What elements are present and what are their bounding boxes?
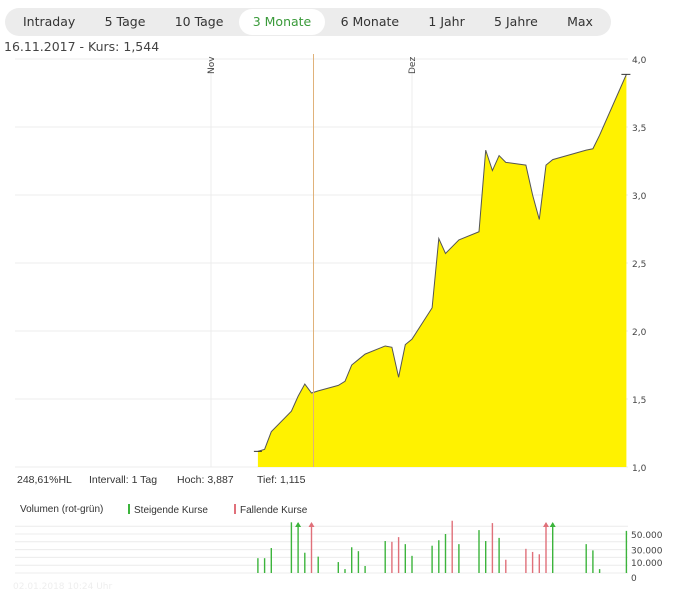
tab-10-tage[interactable]: 10 Tage <box>174 14 224 29</box>
high-value: Hoch: 3,887 <box>177 474 234 486</box>
volume-tick-label: 30.000 <box>631 547 663 557</box>
change-percent: 248,61%HL <box>17 474 72 486</box>
volume-tick-label: 50.000 <box>631 531 663 541</box>
legend-rising-label: Steigende Kurse <box>134 505 208 516</box>
tab-6-monate[interactable]: 6 Monate <box>340 14 400 29</box>
rising-marker-icon <box>128 504 130 514</box>
y-tick-label: 3,0 <box>632 192 647 202</box>
y-tick-label: 1,0 <box>632 464 647 474</box>
low-value: Tief: 1,115 <box>257 474 306 486</box>
y-tick-label: 2,5 <box>632 260 646 270</box>
overflow-arrow-icon <box>308 522 315 527</box>
y-tick-label: 1,5 <box>632 396 646 406</box>
tab-5-jahre[interactable]: 5 Jahre <box>494 14 538 29</box>
y-tick-label: 4,0 <box>632 56 647 66</box>
y-tick-label: 3,5 <box>632 124 646 134</box>
overflow-arrow-icon <box>549 522 556 527</box>
falling-marker-icon <box>234 504 236 514</box>
price-area <box>257 74 627 468</box>
tab-max[interactable]: Max <box>567 14 593 29</box>
legend-falling-label: Fallende Kurse <box>240 505 308 516</box>
overflow-arrow-icon <box>543 522 549 527</box>
month-label-dez: Dez <box>408 57 418 74</box>
tab-1-jahr[interactable]: 1 Jahr <box>428 14 465 29</box>
legend-rising: Steigende Kurse <box>128 504 208 516</box>
volume-title: Volumen (rot-grün) <box>20 504 104 515</box>
tab-intraday[interactable]: Intraday <box>23 14 76 29</box>
volume-tick-label: 0 <box>631 574 637 584</box>
month-label-nov: Nov <box>207 56 217 74</box>
range-tabs: Intraday 5 Tage 10 Tage 3 Monate 6 Monate 1 J… <box>5 8 611 36</box>
interval: Intervall: 1 Tag <box>89 474 158 486</box>
y-tick-label: 2,0 <box>632 328 647 338</box>
tab-5-tage[interactable]: 5 Tage <box>104 14 146 29</box>
legend-falling: Fallende Kurse <box>234 504 307 516</box>
tab-3-monate[interactable]: 3 Monate <box>238 9 326 35</box>
volume-tick-label: 10.000 <box>631 559 663 569</box>
price-line <box>257 74 627 452</box>
timestamp: 02.01.2018 10:24 Uhr <box>13 582 113 592</box>
cursor-readout: 16.11.2017 - Kurs: 1,544 <box>4 39 160 54</box>
overflow-arrow-icon <box>295 522 302 527</box>
